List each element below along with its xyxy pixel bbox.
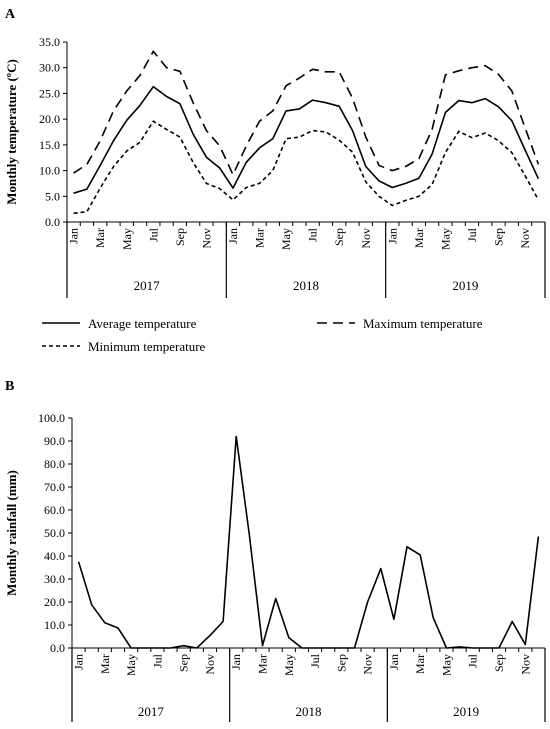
x-month-label: Jan [72,654,86,670]
panel-b-rainfall-chart: B 0.0 10.0 20.0 30.0 40.0 50.0 60.0 70.0 80.0 90.0… [4,379,546,722]
x-month-label: Jul [306,227,320,242]
y-tick-label: 30.0 [44,572,65,586]
x-month-label: Jul [146,227,160,242]
x-month-label: Jul [150,653,164,668]
y-tick-label: 40.0 [44,549,65,563]
y-tick-label: 100.0 [38,411,65,425]
y-axis-title: Monthly rainfall (mm) [4,470,19,596]
y-tick-label: 25.0 [39,86,60,100]
y-tick-label: 80.0 [44,457,65,471]
x-month-label: Jul [465,227,479,242]
y-tick-label: 70.0 [44,480,65,494]
legend-label: Average temperature [88,316,197,331]
x-month-label: Mar [413,654,427,674]
x-month-label: May [439,654,453,676]
y-tick-label: 5.0 [45,189,60,203]
y-tick-label: 35.0 [39,35,60,49]
panel-letter: A [5,7,16,22]
x-month-label: Mar [93,228,107,248]
panel-a-legend: Average temperature Maximum temperature Mi… [42,316,483,354]
x-month-label: Jan [229,654,243,670]
series-line-solid [73,85,540,194]
x-month-label: Jan [385,228,399,244]
y-tick-label: 30.0 [39,61,60,75]
year-label: 2017 [134,278,161,293]
x-month-label: Mar [412,228,426,248]
year-label: 2019 [452,278,478,293]
x-month-label: Nov [199,228,213,249]
y-axis-title: Monthly temperature (ºC) [4,59,19,205]
year-label: 2019 [453,704,479,719]
x-month-label: Nov [361,654,375,675]
y-tick-label: 0.0 [50,641,65,655]
year-label: 2018 [296,704,322,719]
x-month-label: Sep [332,228,346,246]
x-month-label: May [124,654,138,676]
panel-a-temperature-chart: A 0.0 5.0 10.0 15.0 20.0 25.0 30.0 35.0 Monthly t… [4,7,546,298]
y-tick-label: 60.0 [44,503,65,517]
x-month-label: Jan [226,228,240,244]
x-month-label: Sep [492,228,506,246]
y-tick-label: 90.0 [44,434,65,448]
legend-label: Maximum temperature [363,316,483,331]
y-tick-label: 10.0 [39,164,60,178]
x-month-label: May [438,228,452,250]
y-tick-label: 10.0 [44,618,65,632]
y-tick-label: 20.0 [44,595,65,609]
year-label: 2018 [293,278,319,293]
x-month-label: Sep [334,654,348,672]
x-month-label: Mar [253,228,267,248]
x-month-label: Jul [466,653,480,668]
x-month-label: May [120,228,134,250]
y-tick-label: 0.0 [45,215,60,229]
y-tick-label: 50.0 [44,526,65,540]
x-month-label: Sep [173,228,187,246]
x-month-label: Sep [177,654,191,672]
series-line-dotted [73,120,540,215]
x-month-label: Mar [98,654,112,674]
x-month-label: Nov [203,654,217,675]
legend-label: Minimum temperature [88,339,206,354]
series-line-solid [77,435,540,649]
x-month-label: May [282,654,296,676]
x-month-label: May [279,228,293,250]
x-month-label: Jan [387,654,401,670]
series-line-dashed [73,50,540,176]
year-label: 2017 [138,704,165,719]
x-month-label: Mar [256,654,270,674]
x-month-label: Nov [518,228,532,249]
x-month-label: Nov [359,228,373,249]
y-tick-label: 20.0 [39,112,60,126]
panel-letter: B [5,379,14,394]
x-month-label: Jan [67,228,81,244]
x-month-label: Sep [492,654,506,672]
y-tick-label: 15.0 [39,138,60,152]
x-month-label: Nov [518,654,532,675]
x-month-label: Jul [308,653,322,668]
